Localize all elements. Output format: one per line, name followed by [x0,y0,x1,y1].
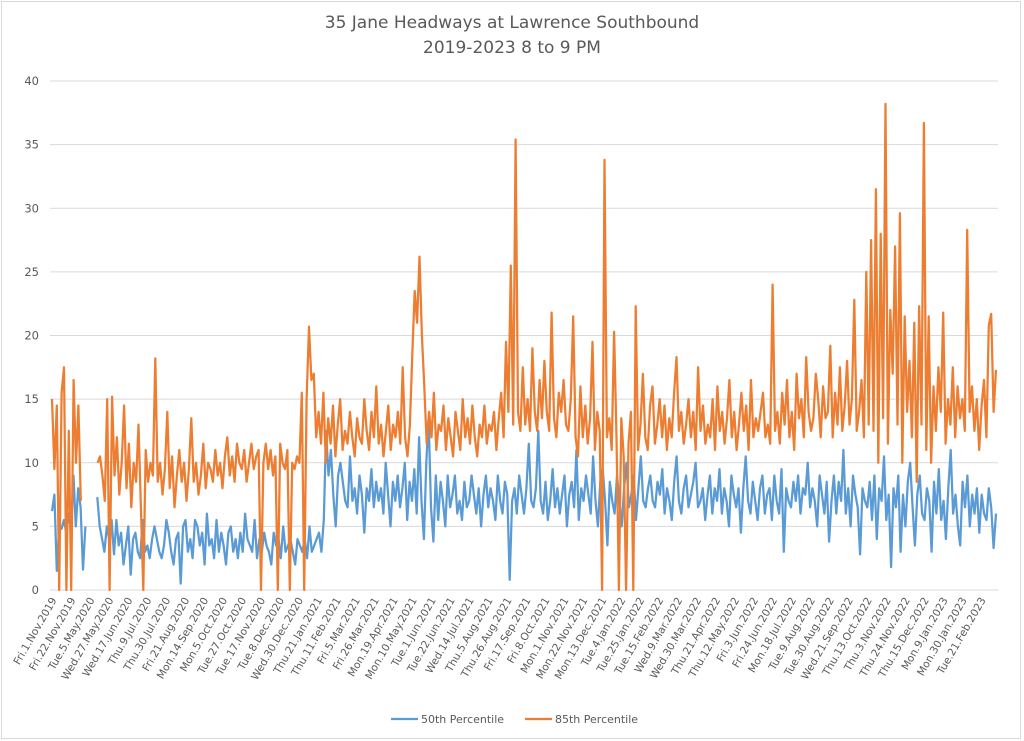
chart-title: 35 Jane Headways at Lawrence Southbound [325,13,699,33]
y-axis-ticks: 0 5 10 15 20 25 30 35 40 [24,74,39,597]
y-tick-label: 20 [24,329,39,343]
y-tick-label: 25 [24,265,39,279]
y-tick-label: 40 [24,74,39,88]
y-tick-label: 0 [32,583,39,597]
series-line-50th-percentile [50,417,998,585]
chart-subtitle: 2019-2023 8 to 9 PM [423,38,601,58]
series-line-85th-percentile [50,102,998,592]
y-tick-label: 35 [24,138,39,152]
y-tick-label: 30 [24,201,39,215]
y-tick-label: 10 [24,456,39,470]
legend: 50th Percentile 85th Percentile [391,713,638,726]
y-tick-label: 5 [32,519,39,533]
series-lines [50,102,998,592]
legend-label-85th: 85th Percentile [555,713,638,726]
y-tick-label: 15 [24,392,39,406]
legend-label-50th: 50th Percentile [421,713,504,726]
x-axis-ticks: Fri.1.Nov.2019Fri.22.Nov.2019Tue.5.May.2… [11,596,988,683]
